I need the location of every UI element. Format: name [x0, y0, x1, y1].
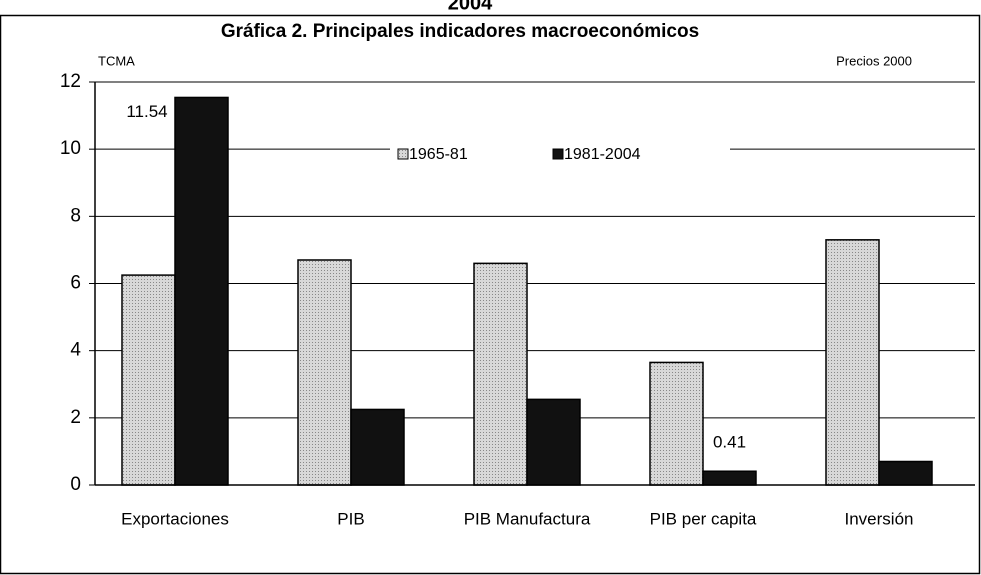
chart-title: Gráfica 2. Principales indicadores macro… [221, 21, 699, 42]
bar [702, 470, 757, 486]
x-tick-label: Inversión [845, 509, 914, 528]
y-tick-label: 2 [70, 407, 81, 428]
legend-label: 1981-2004 [564, 146, 641, 163]
x-tick-label: PIB [337, 509, 364, 528]
bar [649, 361, 704, 486]
y-tick-label: 0 [70, 474, 81, 495]
bar [473, 262, 528, 486]
note: Precios 2000 [836, 53, 912, 68]
title-fragment: 2004 [448, 0, 493, 14]
bar [878, 460, 933, 486]
data-label: 11.54 [126, 102, 167, 121]
legend-swatch [397, 148, 409, 160]
legend-swatch [552, 148, 564, 160]
x-tick-label: PIB Manufactura [464, 509, 591, 528]
y-tick-label: 4 [70, 340, 81, 361]
bar [121, 274, 176, 486]
bar [174, 96, 229, 486]
data-label: 0.41 [713, 433, 746, 452]
x-tick-label: Exportaciones [121, 509, 229, 528]
y-axis-label: TCMA [98, 53, 135, 68]
bar [350, 408, 405, 486]
bar [526, 398, 581, 486]
y-tick-label: 10 [60, 138, 81, 159]
bar [297, 259, 352, 486]
y-tick-label: 6 [70, 273, 81, 294]
y-tick-label: 8 [70, 205, 81, 226]
legend-label: 1965-81 [409, 146, 468, 163]
y-tick-label: 12 [60, 71, 81, 92]
bar [825, 239, 880, 486]
x-tick-label: PIB per capita [650, 509, 757, 528]
